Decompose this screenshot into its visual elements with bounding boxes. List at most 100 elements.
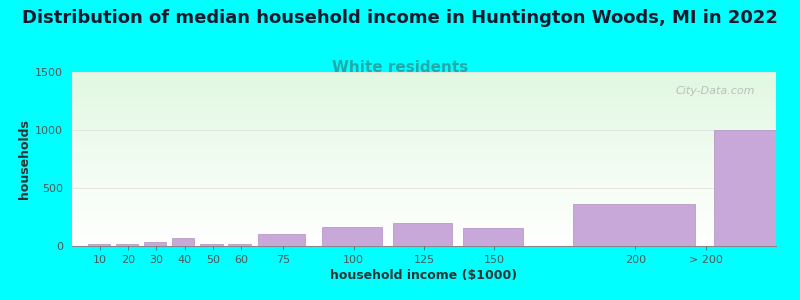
Bar	[72, 82, 776, 83]
Bar	[72, 86, 776, 87]
Bar	[72, 117, 776, 118]
Bar	[72, 192, 776, 193]
Bar	[72, 72, 776, 73]
Bar	[72, 157, 776, 158]
Bar	[72, 241, 776, 242]
Bar	[72, 179, 776, 180]
Bar	[72, 183, 776, 184]
Bar	[72, 142, 776, 143]
Bar	[72, 141, 776, 142]
Bar	[72, 171, 776, 172]
Bar	[72, 151, 776, 152]
Bar	[72, 131, 776, 132]
Bar	[72, 140, 776, 141]
Bar	[393, 223, 452, 246]
Bar	[72, 210, 776, 211]
Bar	[72, 190, 776, 191]
Bar	[72, 127, 776, 128]
Bar	[72, 213, 776, 214]
Bar	[72, 116, 776, 117]
Bar	[72, 128, 776, 129]
Bar	[72, 109, 776, 110]
Bar	[72, 226, 776, 227]
Y-axis label: households: households	[18, 119, 31, 199]
Bar	[72, 115, 776, 116]
Bar	[72, 170, 776, 171]
Bar	[72, 230, 776, 231]
Bar	[72, 245, 776, 246]
Bar	[229, 244, 250, 246]
Bar	[72, 78, 776, 79]
Bar	[72, 126, 776, 127]
Bar	[72, 113, 776, 114]
Bar	[72, 101, 776, 102]
Bar	[72, 184, 776, 185]
Bar	[72, 136, 776, 137]
Bar	[72, 189, 776, 190]
Bar	[72, 123, 776, 124]
Bar	[72, 106, 776, 107]
Bar	[72, 103, 776, 104]
Bar	[72, 188, 776, 189]
Bar	[72, 149, 776, 150]
Bar	[72, 234, 776, 235]
Bar	[72, 114, 776, 115]
Bar	[72, 175, 776, 176]
Bar	[72, 158, 776, 159]
Bar	[72, 139, 776, 140]
Bar	[72, 221, 776, 222]
Bar	[72, 112, 776, 113]
Bar	[72, 108, 776, 109]
Bar	[72, 134, 776, 135]
Bar	[72, 119, 776, 120]
Bar	[72, 198, 776, 199]
Bar	[72, 97, 776, 98]
Bar	[72, 159, 776, 160]
Bar	[72, 77, 776, 78]
Bar	[72, 120, 776, 121]
Bar	[72, 177, 776, 178]
Bar	[72, 83, 776, 84]
Bar	[72, 218, 776, 219]
Bar	[200, 244, 222, 246]
Bar	[72, 110, 776, 111]
Bar	[72, 167, 776, 168]
Bar	[72, 150, 776, 151]
Bar	[88, 244, 110, 246]
Bar	[72, 233, 776, 234]
Bar	[72, 205, 776, 206]
Bar	[72, 90, 776, 91]
Bar	[72, 243, 776, 244]
Bar	[72, 185, 776, 186]
Bar	[72, 239, 776, 240]
Bar	[72, 129, 776, 130]
Bar	[72, 161, 776, 162]
Bar	[72, 144, 776, 145]
Bar	[72, 176, 776, 177]
Bar	[72, 237, 776, 238]
Bar	[72, 76, 776, 77]
Bar	[72, 196, 776, 197]
Bar	[72, 80, 776, 81]
Bar	[72, 216, 776, 217]
Bar	[72, 92, 776, 93]
Bar	[72, 89, 776, 90]
Bar	[72, 124, 776, 125]
Bar	[72, 180, 776, 181]
Bar	[72, 228, 776, 229]
Bar	[72, 84, 776, 85]
Bar	[72, 162, 776, 163]
Bar	[72, 214, 776, 215]
Bar	[72, 81, 776, 82]
Bar	[72, 155, 776, 156]
Bar	[72, 111, 776, 112]
Bar	[573, 204, 694, 246]
Bar	[72, 88, 776, 89]
Bar	[72, 138, 776, 139]
Bar	[72, 187, 776, 188]
X-axis label: household income ($1000): household income ($1000)	[330, 269, 518, 282]
Bar	[72, 91, 776, 92]
Bar	[72, 195, 776, 196]
Bar	[72, 153, 776, 154]
Bar	[72, 132, 776, 133]
